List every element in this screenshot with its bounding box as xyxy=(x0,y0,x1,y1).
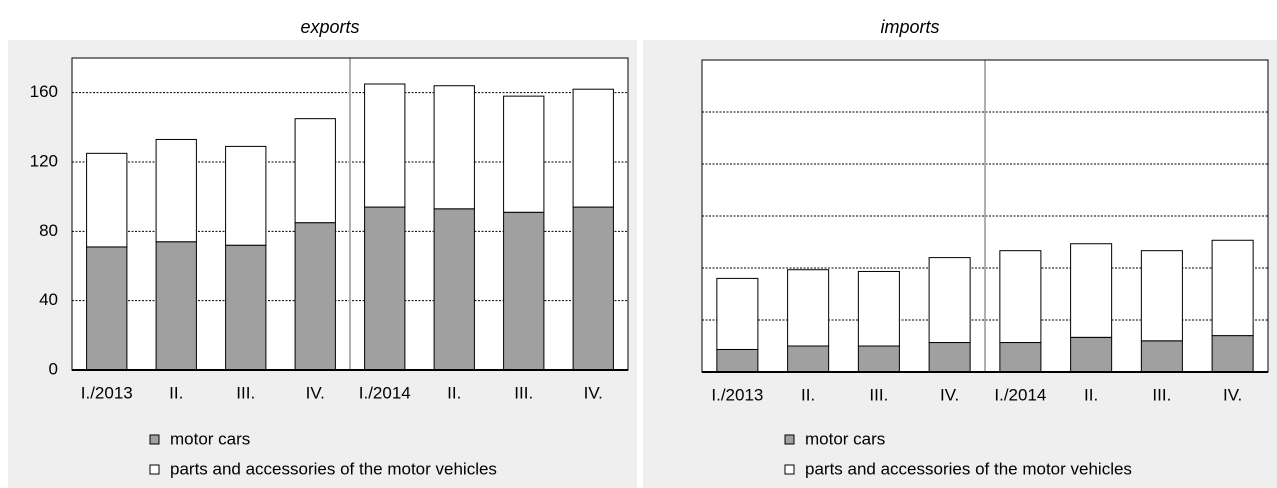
y-tick-label: 40 xyxy=(39,290,58,309)
plot-frame xyxy=(701,59,1269,373)
bar-segment xyxy=(572,206,614,371)
y-tick-label: 0 xyxy=(49,359,58,378)
x-tick-label: II. xyxy=(447,383,461,402)
bar-segment xyxy=(999,250,1042,344)
x-tick-label: I./2013 xyxy=(81,383,133,402)
plot-frame xyxy=(71,57,629,371)
x-tick-label: III. xyxy=(1152,385,1171,404)
legend-label: parts and accessories of the motor vehic… xyxy=(170,459,497,478)
bar-segment xyxy=(857,345,900,373)
x-tick-label: I./2014 xyxy=(359,383,411,402)
bar-segment xyxy=(503,95,545,213)
bar-segment xyxy=(1070,243,1113,338)
bar-segment xyxy=(928,342,971,373)
bar-segment xyxy=(86,246,128,371)
chart-title: exports xyxy=(300,17,359,37)
legend-swatch xyxy=(784,434,795,445)
bar-segment xyxy=(999,342,1042,373)
x-tick-label: IV. xyxy=(940,385,959,404)
legend-label: parts and accessories of the motor vehic… xyxy=(805,459,1132,478)
bar-segment xyxy=(787,269,830,347)
bar-segment xyxy=(572,88,614,208)
x-tick-label: III. xyxy=(869,385,888,404)
bar-segment xyxy=(433,208,475,371)
bar-segment xyxy=(225,244,267,371)
x-tick-label: IV. xyxy=(1223,385,1242,404)
bar-segment xyxy=(364,83,406,208)
bar-segment xyxy=(433,85,475,210)
bar-segment xyxy=(857,270,900,347)
x-tick-label: I./2014 xyxy=(994,385,1046,404)
y-tick-label: 120 xyxy=(30,151,58,170)
x-tick-label: II. xyxy=(801,385,815,404)
x-tick-label: III. xyxy=(236,383,255,402)
legend-label: motor cars xyxy=(805,429,885,448)
x-tick-label: I./2013 xyxy=(711,385,763,404)
bar-segment xyxy=(1070,336,1113,373)
x-tick-label: II. xyxy=(169,383,183,402)
bar-segment xyxy=(1140,250,1183,342)
bar-segment xyxy=(787,345,830,373)
x-tick-label: IV. xyxy=(584,383,603,402)
chart-title: imports xyxy=(880,17,939,37)
bar-segment xyxy=(225,145,267,246)
legend-swatch xyxy=(149,434,160,445)
x-tick-label: IV. xyxy=(306,383,325,402)
bar-segment xyxy=(294,118,336,224)
legend-label: motor cars xyxy=(170,429,250,448)
bar-segment xyxy=(294,222,336,371)
bar-segment xyxy=(928,257,971,344)
bar-segment xyxy=(1140,340,1183,373)
bar-segment xyxy=(503,211,545,371)
bar-segment xyxy=(716,348,759,373)
bar-segment xyxy=(1211,335,1254,373)
bar-segment xyxy=(1211,239,1254,337)
x-tick-label: II. xyxy=(1084,385,1098,404)
bar-segment xyxy=(155,138,197,243)
x-tick-label: III. xyxy=(514,383,533,402)
bar-segment xyxy=(86,152,128,248)
y-tick-label: 160 xyxy=(30,82,58,101)
y-tick-label: 80 xyxy=(39,221,58,240)
bar-segment xyxy=(364,206,406,371)
bar-segment xyxy=(716,277,759,350)
legend-swatch xyxy=(784,464,795,475)
bar-segment xyxy=(155,241,197,371)
legend-swatch xyxy=(149,464,160,475)
